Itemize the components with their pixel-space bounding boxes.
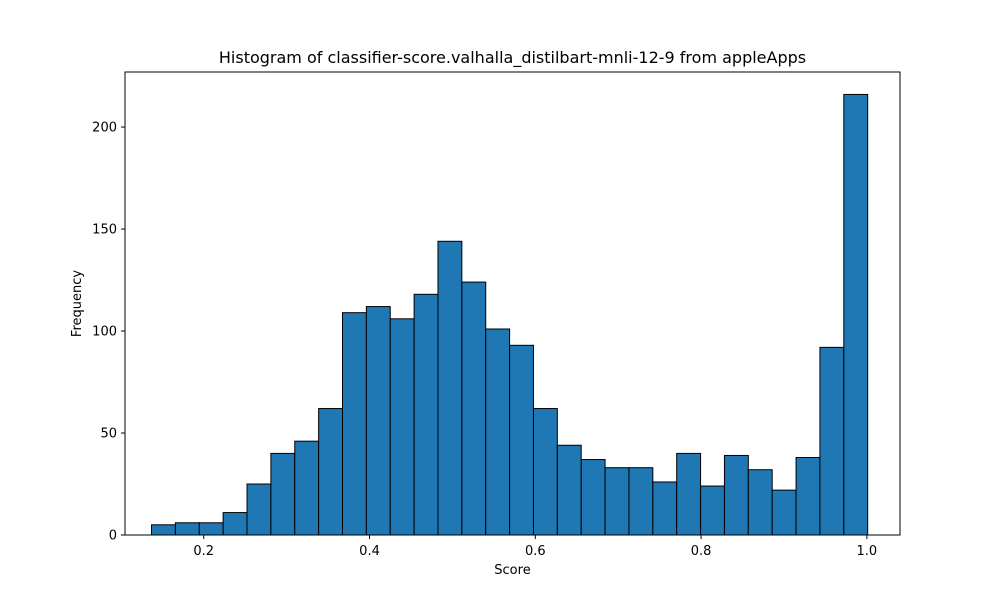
y-tick-label: 50: [100, 427, 117, 442]
chart-title: Histogram of classifier-score.valhalla_d…: [219, 48, 806, 68]
y-tick-label: 100: [92, 325, 117, 340]
x-tick-label: 0.4: [359, 544, 380, 559]
histogram-bar: [174, 522, 200, 536]
histogram-bar: [771, 489, 797, 536]
histogram-bar: [365, 306, 391, 536]
y-tick-label: 150: [92, 223, 117, 238]
x-axis: 0.2 0.4 0.6 0.8 1.0: [193, 535, 877, 559]
y-axis: 0 50 100 150 200: [92, 121, 125, 544]
x-tick-label: 0.6: [525, 544, 546, 559]
plot-frame: [124, 71, 901, 536]
histogram-bar: [461, 281, 487, 536]
histogram-bar: [819, 346, 845, 536]
histogram-bar: [222, 512, 248, 536]
histogram-bar: [700, 485, 725, 536]
histogram-bar: [723, 454, 749, 536]
histogram-bar: [628, 467, 654, 536]
histogram-bar: [652, 481, 678, 536]
histogram-bar: [198, 522, 224, 536]
histogram-bar: [437, 240, 463, 536]
histogram-bar: [532, 408, 558, 536]
histogram-bar: [556, 444, 582, 536]
histogram-bar: [413, 293, 439, 536]
histogram-bar: [294, 440, 320, 536]
histogram-bar: [318, 408, 343, 536]
histogram-bar: [795, 456, 821, 536]
histogram-bar: [485, 328, 511, 536]
y-axis-label: Frequency: [70, 270, 85, 337]
histogram-bar: [509, 344, 534, 536]
histogram-bar: [151, 524, 176, 536]
histogram-bar: [246, 483, 272, 536]
bars-group: [151, 93, 869, 536]
x-axis-label: Score: [494, 563, 530, 578]
histogram-bar: [747, 469, 773, 536]
histogram-bar: [341, 312, 367, 536]
x-tick-label: 0.2: [193, 544, 214, 559]
x-tick-label: 0.8: [691, 544, 712, 559]
histogram-bar: [580, 459, 606, 536]
histogram-bar: [389, 318, 415, 536]
histogram-bar: [843, 93, 869, 536]
histogram-bar: [270, 452, 296, 536]
y-tick-label: 0: [109, 529, 117, 544]
y-tick-label: 200: [92, 121, 117, 136]
histogram-bar: [676, 452, 702, 536]
histogram-bar: [604, 467, 630, 536]
x-tick-label: 1.0: [857, 544, 878, 559]
